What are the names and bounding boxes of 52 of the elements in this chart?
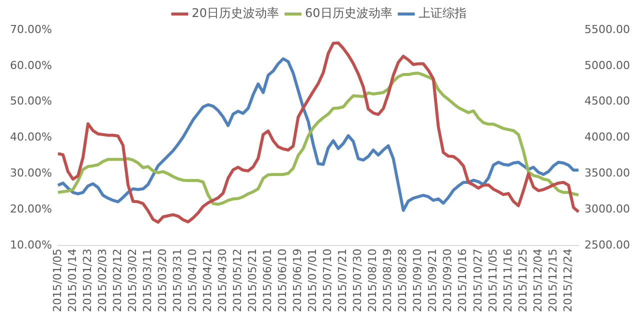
y2-tick-label: 5000.00 [584, 58, 630, 72]
x-tick-label: 2015/12/24 [561, 248, 574, 312]
x-tick-label: 2015/09/21 [426, 248, 440, 312]
y-tick-label: 70.00% [10, 22, 52, 36]
y-tick-label: 30.00% [10, 166, 52, 180]
x-tick-label: 2015/03/02 [126, 248, 139, 312]
x-tick-label: 2015/02/03 [96, 248, 109, 312]
x-tick-label: 2015/08/10 [366, 248, 380, 312]
legend-label: 20日历史波动率 [192, 6, 280, 20]
x-tick-label: 2015/04/21 [200, 248, 214, 312]
legend-label: 60日历史波动率 [305, 6, 392, 20]
x-tick-label: 2015/03/31 [170, 248, 184, 312]
x-tick-label: 2015/06/10 [276, 248, 290, 312]
x-tick-label: 2015/08/19 [381, 248, 394, 312]
y2-tick-label: 5500.00 [584, 22, 630, 36]
y2-tick-label: 2500.00 [584, 238, 630, 252]
x-tick-label: 2015/01/23 [80, 248, 94, 312]
x-tick-label: 2015/09/10 [411, 248, 424, 312]
y-tick-label: 20.00% [10, 202, 52, 216]
x-tick-label: 2015/05/21 [246, 248, 260, 312]
x-tick-label: 2015/10/27 [471, 248, 484, 312]
x-tick-label: 2015/01/05 [50, 248, 64, 312]
x-tick-label: 2015/07/21 [336, 248, 350, 312]
x-tick-label: 2015/11/25 [516, 248, 530, 312]
x-tick-label: 2015/05/12 [231, 248, 244, 312]
x-tick-label: 2015/02/12 [110, 248, 124, 312]
x-tick-label: 2015/12/04 [531, 248, 544, 312]
x-tick-label: 2015/07/01 [306, 248, 320, 312]
y2-tick-label: 3000.00 [584, 202, 630, 216]
x-tick-label: 2015/01/14 [66, 248, 79, 312]
x-tick-label: 2015/04/10 [186, 248, 199, 312]
y-tick-label: 50.00% [10, 94, 52, 108]
y2-tick-label: 4000.00 [584, 130, 630, 144]
y-tick-label: 60.00% [10, 58, 52, 72]
x-tick-label: 2015/07/10 [321, 248, 334, 312]
legend-label: 上证综指 [418, 6, 466, 20]
x-tick-label: 2015/08/28 [396, 248, 410, 312]
y-tick-label: 10.00% [10, 238, 52, 252]
y-tick-label: 40.00% [10, 130, 52, 144]
x-tick-label: 2015/03/20 [156, 248, 169, 312]
x-tick-label: 2015/07/30 [351, 248, 364, 312]
x-tick-label: 2015/04/30 [216, 248, 229, 312]
x-tick-label: 2015/10/16 [456, 248, 470, 312]
x-tick-label: 2015/12/15 [546, 248, 560, 312]
x-tick-label: 2015/06/01 [261, 248, 274, 312]
y2-tick-label: 3500.00 [584, 166, 630, 180]
x-tick-label: 2015/11/05 [486, 248, 500, 312]
x-tick-label: 2015/09/30 [441, 248, 454, 312]
x-tick-label: 2015/03/11 [140, 248, 154, 312]
x-tick-label: 2015/11/16 [501, 248, 514, 312]
x-tick-label: 2015/06/19 [291, 248, 304, 312]
y2-tick-label: 4500.00 [584, 94, 630, 108]
